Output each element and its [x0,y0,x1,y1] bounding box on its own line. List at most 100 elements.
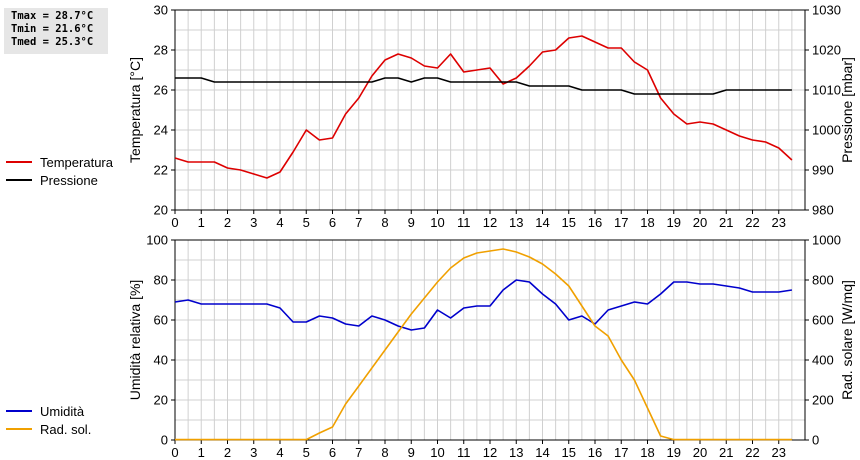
chart-0-xtick-label: 23 [772,215,786,230]
tmed-text: Tmed = 25.3°C [11,36,94,48]
chart-0-ytick-label: 22 [154,163,168,178]
chart-0-ytick-label: 20 [154,203,168,218]
legend-item-radsol: Rad. sol. [6,420,91,438]
chart-0-ytick-label: 24 [154,123,168,138]
chart-0-xtick-label: 3 [250,215,257,230]
legend-label-temperatura: Temperatura [40,154,113,170]
chart-1-xtick-label: 12 [483,445,497,460]
chart-0-xtick-label: 9 [408,215,415,230]
chart-1-xtick-label: 4 [276,445,283,460]
chart-0-xtick-label: 10 [430,215,444,230]
legend-item-pressione: Pressione [6,171,113,189]
chart-0-y2tick-label: 980 [812,203,834,218]
chart-1-xtick-label: 10 [430,445,444,460]
chart-0-ytick-label: 26 [154,83,168,98]
legend-top: Temperatura Pressione [6,153,113,189]
chart-0-xtick-label: 18 [640,215,654,230]
legend-bottom: Umidità Rad. sol. [6,404,91,438]
chart-1-ytick-label: 80 [154,273,168,288]
chart-1-xtick-label: 9 [408,445,415,460]
chart-0-ytick-label: 30 [154,3,168,18]
chart-1-xtick-label: 5 [303,445,310,460]
chart-1-y2tick-label: 200 [812,393,834,408]
chart-1-xtick-label: 14 [535,445,549,460]
chart-1-series-rad-sol-line [175,248,792,441]
chart-1-xtick-label: 8 [381,445,388,460]
chart-1-ytick-label: 60 [154,313,168,328]
legend-label-radsol: Rad. sol. [40,421,92,437]
chart-0-xtick-label: 13 [509,215,523,230]
chart-0-xtick-label: 14 [535,215,549,230]
chart-1-ylabel: Umidità relativa [%] [127,280,143,401]
chart-1-series-umidit-line [174,279,793,331]
chart-0-xtick-label: 17 [614,215,628,230]
chart-1-xtick-label: 20 [693,445,707,460]
tmin-text: Tmin = 21.6°C [11,23,94,35]
legend-item-temperatura: Temperatura [6,153,113,171]
chart-1-y2tick-label: 1000 [812,233,841,248]
chart-0-xtick-label: 11 [457,215,471,230]
chart-0-xtick-label: 2 [224,215,231,230]
chart-1-ytick-label: 0 [161,433,168,448]
legend-item-umidita: Umidità [6,402,91,420]
chart-1-xtick-label: 0 [171,445,178,460]
chart-0-xtick-label: 5 [303,215,310,230]
legend-swatch-temperatura [6,161,32,163]
tmax-text: Tmax = 28.7°C [11,10,94,22]
chart-0-y2tick-label: 1030 [812,3,841,18]
chart-0-xtick-label: 12 [483,215,497,230]
chart-1-group [171,239,809,444]
chart-0-y2label: Pressione [mbar] [839,57,855,163]
chart-1-y2tick-label: 400 [812,353,834,368]
chart-0-xtick-label: 16 [588,215,602,230]
chart-0-y2tick-label: 1020 [812,43,841,58]
chart-1-xtick-label: 2 [224,445,231,460]
legend-swatch-umidita [6,410,32,412]
legend-label-pressione: Pressione [40,172,98,188]
chart-0-y2tick-label: 1010 [812,83,841,98]
chart-1-xtick-label: 3 [250,445,257,460]
chart-1-xtick-label: 21 [719,445,733,460]
chart-1-xtick-label: 7 [355,445,362,460]
chart-0-xtick-label: 7 [355,215,362,230]
chart-0-series-pressione-line [175,77,792,95]
chart-1-xtick-label: 1 [198,445,205,460]
chart-1-xtick-label: 16 [588,445,602,460]
chart-1-xtick-label: 6 [329,445,336,460]
chart-0-xtick-label: 8 [381,215,388,230]
chart-0-xtick-label: 15 [562,215,576,230]
legend-swatch-pressione [6,179,32,181]
chart-0-group [171,9,809,214]
chart-0-xtick-label: 6 [329,215,336,230]
chart-1-xtick-label: 22 [745,445,759,460]
chart-0-y2tick-label: 1000 [812,123,841,138]
chart-1-xtick-label: 11 [457,445,471,460]
chart-0-ylabel: Temperatura [°C] [127,57,143,163]
chart-0-xtick-label: 0 [171,215,178,230]
chart-1-xtick-label: 17 [614,445,628,460]
chart-1-xtick-label: 19 [667,445,681,460]
chart-1-xtick-label: 13 [509,445,523,460]
chart-1-y2tick-label: 0 [812,433,819,448]
chart-1-y2tick-label: 800 [812,273,834,288]
chart-1-xtick-label: 23 [772,445,786,460]
chart-1-ytick-label: 20 [154,393,168,408]
chart-0-xtick-label: 21 [719,215,733,230]
chart-0-xtick-label: 1 [198,215,205,230]
chart-0-ytick-label: 28 [154,43,168,58]
chart-0-xtick-label: 4 [276,215,283,230]
temperature-stats-box: Tmax = 28.7°C Tmin = 21.6°C Tmed = 25.3°… [4,8,108,54]
legend-label-umidita: Umidità [40,403,85,419]
chart-1-xtick-label: 18 [640,445,654,460]
chart-0-xtick-label: 22 [745,215,759,230]
chart-0-y2tick-label: 990 [812,163,834,178]
chart-1-xtick-label: 15 [562,445,576,460]
chart-1-ytick-label: 100 [146,233,168,248]
chart-1-ytick-label: 40 [154,353,168,368]
chart-0-xtick-label: 19 [667,215,681,230]
chart-1-y2tick-label: 600 [812,313,834,328]
chart-0-xtick-label: 20 [693,215,707,230]
chart-1-y2label: Rad. solare [W/mq] [839,280,855,400]
